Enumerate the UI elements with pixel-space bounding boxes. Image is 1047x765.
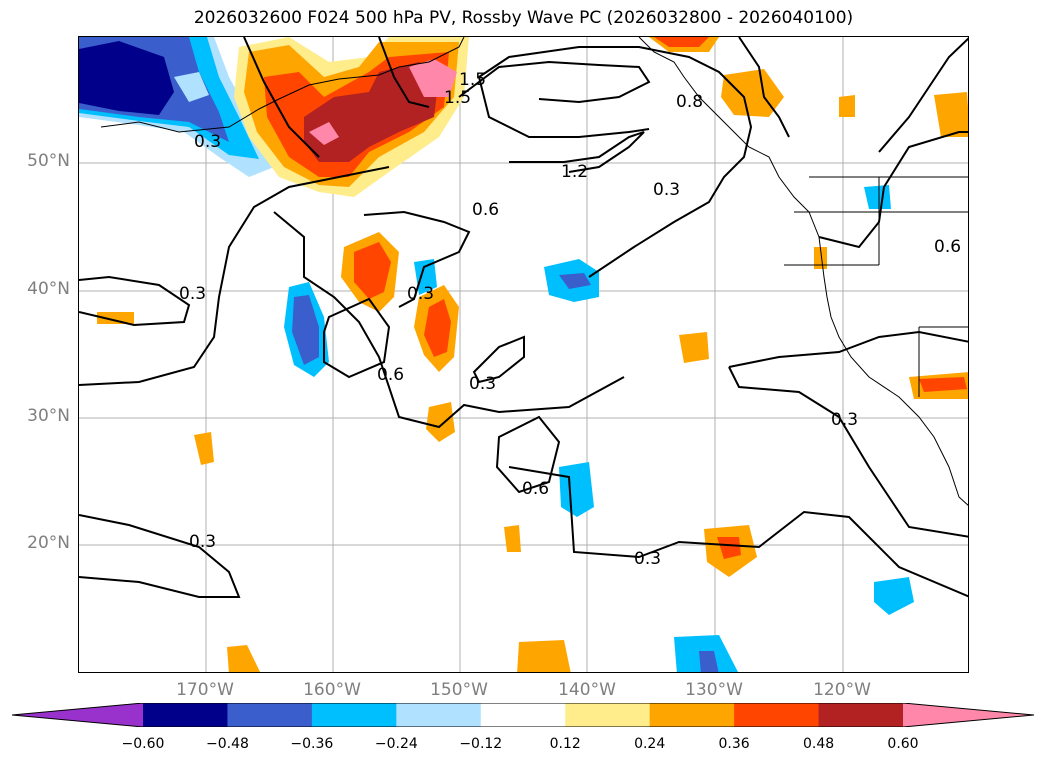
contour-label: 0.6: [522, 479, 549, 499]
contour-03-east: [728, 330, 968, 368]
colorbar-tick-label: 0.24: [634, 736, 666, 752]
colorbar-tick-label: 0.36: [718, 736, 750, 752]
colorbar-cell: [565, 703, 651, 727]
contour-label: 0.6: [377, 365, 404, 385]
lon-label-120w: 120°W: [813, 680, 871, 700]
lat-label-20n: 20°N: [27, 533, 70, 553]
contour-12-loop: [458, 60, 651, 104]
state-borders: [784, 176, 968, 397]
colorbar-cell: [649, 703, 735, 727]
colorbar-tick-label: −0.12: [459, 736, 503, 752]
contour-label: 0.3: [407, 284, 434, 304]
colorbar-cell: [396, 703, 482, 727]
lon-label-170w: 170°W: [176, 680, 234, 700]
colorbar-tick-label: 0.48: [802, 736, 835, 752]
contour-label: 1.5: [459, 70, 486, 90]
colorbar-tick-label: −0.60: [121, 736, 165, 752]
contour-08: [738, 37, 790, 138]
contour-east-north: [878, 37, 968, 153]
contour-label-group: 1.5 1.5 1.2 0.8 0.6 0.3 0.3 0.3 0.6 0.3 …: [179, 70, 961, 569]
colorbar-extend-low: [12, 703, 143, 727]
contour-15: [243, 37, 320, 158]
colorbar-tick-label: 0.12: [549, 736, 581, 752]
contour-03-c: [472, 335, 525, 384]
contour-label: 0.3: [194, 132, 221, 152]
anomaly-blobs: [97, 69, 968, 672]
positive-anomaly-north: [234, 37, 719, 197]
lat-label-40n: 40°N: [27, 279, 70, 299]
lon-label-160w: 160°W: [303, 680, 361, 700]
lon-label-130w: 130°W: [685, 680, 743, 700]
contour-06-loop: [477, 46, 753, 278]
colorbar-cell: [311, 703, 397, 727]
colorbar-cell: [818, 703, 904, 727]
colorbar-tick-label: 0.60: [887, 736, 919, 752]
map-canvas: 1.5 1.5 1.2 0.8 0.6 0.3 0.3 0.3 0.6 0.3 …: [79, 37, 968, 672]
contour-03-east-b: [728, 366, 968, 538]
lon-label-150w: 150°W: [430, 680, 488, 700]
pv-contours: [79, 37, 968, 598]
contour-label: 1.5: [444, 88, 471, 108]
colorbar-tick-label: −0.36: [290, 736, 334, 752]
aleutian-coast: [100, 37, 465, 133]
contour-03-a: [79, 166, 390, 386]
lat-label-50n: 50°N: [27, 151, 70, 171]
contour-03-west: [79, 275, 191, 327]
map-title: 2026032600 F024 500 hPa PV, Rossby Wave …: [193, 8, 854, 28]
contour-12-arm: [509, 131, 645, 173]
contour-03-b: [273, 211, 625, 429]
colorbar-cell: [480, 703, 566, 727]
colorbar: [12, 703, 1034, 727]
lat-label-30n: 30°N: [27, 406, 70, 426]
contour-03-south: [79, 514, 241, 598]
colorbar-extend-high: [903, 703, 1034, 727]
contour-label: 0.3: [469, 374, 496, 394]
contour-east-mid: [818, 131, 968, 249]
contour-label: 0.3: [653, 180, 680, 200]
colorbar-cell: [734, 703, 820, 727]
contour-label: 0.6: [934, 237, 961, 257]
contour-15-b: [378, 37, 430, 108]
contour-label: 0.8: [676, 92, 703, 112]
contour-label: 0.3: [634, 549, 661, 569]
contour-06-south: [495, 415, 561, 494]
lon-label-140w: 140°W: [558, 680, 616, 700]
contour-label: 0.3: [831, 410, 858, 430]
contour-06-ring: [323, 297, 391, 379]
contour-label: 0.3: [179, 284, 206, 304]
contour-label: 0.6: [472, 200, 499, 220]
colorbar-tick-label: −0.24: [374, 736, 418, 752]
contour-label: 1.2: [561, 162, 588, 182]
contour-06-a: [363, 210, 471, 308]
contour-label: 0.3: [189, 532, 216, 552]
map-panel: 1.5 1.5 1.2 0.8 0.6 0.3 0.3 0.3 0.6 0.3 …: [78, 36, 969, 673]
colorbar-tick-label: −0.48: [205, 736, 249, 752]
colorbar-cell: [143, 703, 228, 727]
colorbar-cell: [227, 703, 313, 727]
contour-03-d: [508, 466, 968, 598]
